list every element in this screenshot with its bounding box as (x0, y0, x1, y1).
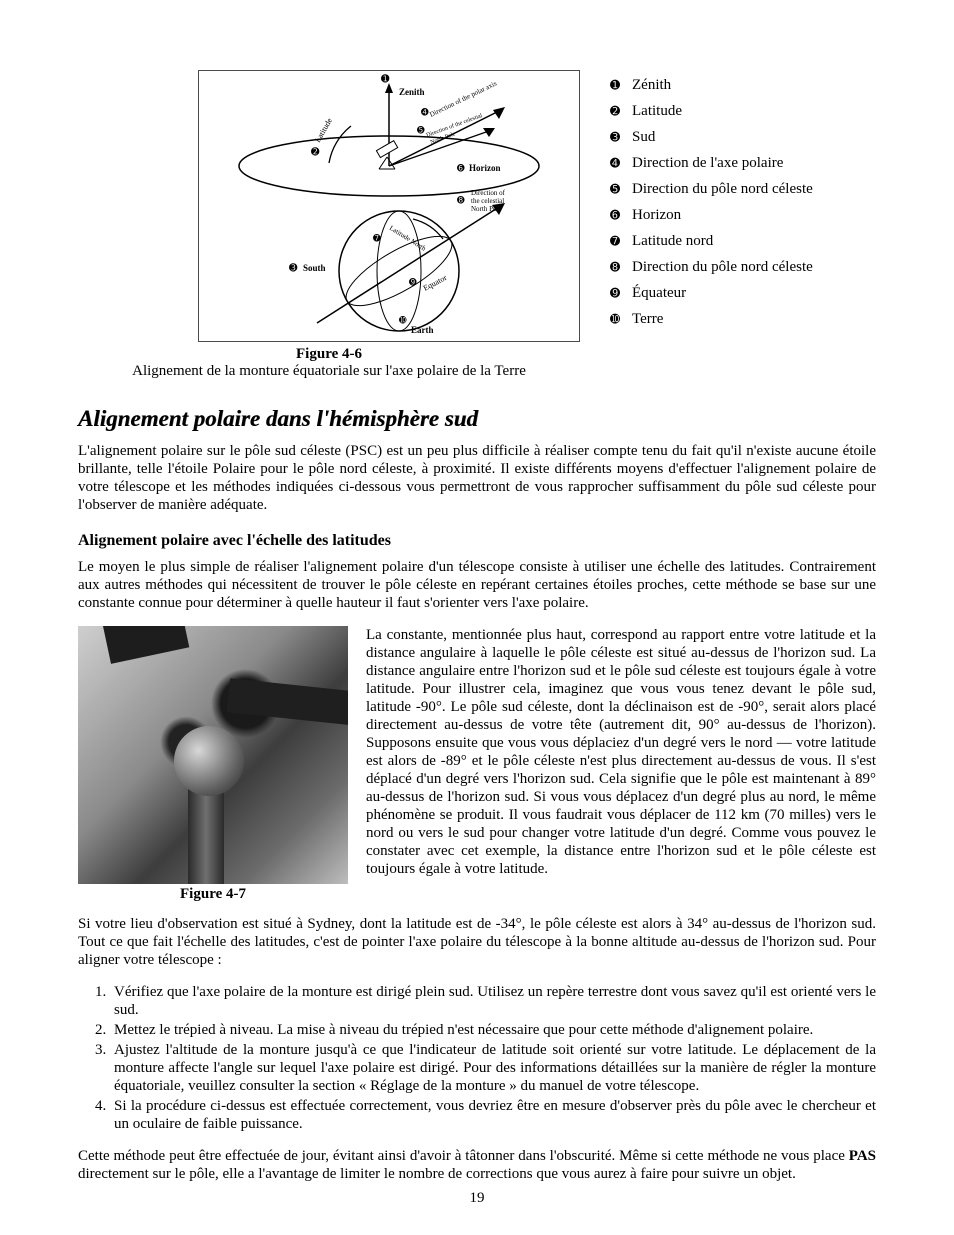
svg-text:➐: ➐ (373, 233, 381, 243)
legend-item: ➋Latitude (610, 98, 813, 124)
legend-item: ➒Équateur (610, 280, 813, 306)
paragraph-method-intro: Le moyen le plus simple de réaliser l'al… (78, 558, 876, 612)
paragraph-intro: L'alignement polaire sur le pôle sud cél… (78, 442, 876, 514)
figure-4-7-wrap: Figure 4-7 (78, 626, 348, 903)
legend-item: ➌Sud (610, 124, 813, 150)
figure-4-6-legend: ➊Zénith➋Latitude➌Sud➍Direction de l'axe … (610, 72, 813, 332)
svg-text:➑: ➑ (457, 195, 465, 205)
legend-text: Équateur (632, 280, 686, 306)
legend-number-icon: ➋ (610, 98, 632, 124)
figure-4-6-wrap: Zenith ➊ Direction of the polar axis ➍ D… (198, 70, 580, 402)
figure-4-6-diagram: Zenith ➊ Direction of the polar axis ➍ D… (198, 70, 580, 342)
figure-4-6-label: Figure 4-6 (78, 346, 580, 363)
paragraph-closing: Cette méthode peut être effectuée de jou… (78, 1147, 876, 1183)
legend-text: Terre (632, 306, 663, 332)
legend-item: ➑Direction du pôle nord céleste (610, 254, 813, 280)
figure-4-6-block: Zenith ➊ Direction of the polar axis ➍ D… (198, 70, 876, 402)
legend-number-icon: ➒ (610, 280, 632, 306)
legend-number-icon: ➍ (610, 150, 632, 176)
step-item: Si la procédure ci-dessus est effectuée … (110, 1097, 876, 1133)
figure-4-7-photo (78, 626, 348, 884)
svg-text:➒: ➒ (409, 277, 417, 287)
legend-item: ➓Terre (610, 306, 813, 332)
svg-text:➊: ➊ (381, 74, 390, 85)
document-page: Zenith ➊ Direction of the polar axis ➍ D… (0, 0, 954, 1235)
alignment-steps-list: Vérifiez que l'axe polaire de la monture… (78, 983, 876, 1133)
legend-number-icon: ➑ (610, 254, 632, 280)
legend-text: Horizon (632, 202, 681, 228)
svg-text:➋: ➋ (311, 147, 320, 158)
svg-text:➓: ➓ (399, 315, 407, 325)
step-item: Ajustez l'altitude de la monture jusqu'à… (110, 1041, 876, 1095)
legend-item: ➍Direction de l'axe polaire (610, 150, 813, 176)
subsection-heading: Alignement polaire avec l'échelle des la… (78, 532, 876, 550)
svg-text:➎: ➎ (417, 125, 425, 135)
legend-item: ➊Zénith (610, 72, 813, 98)
svg-text:Direction of: Direction of (471, 189, 506, 197)
svg-text:Direction of the polar axis: Direction of the polar axis (428, 79, 498, 119)
legend-number-icon: ➓ (610, 306, 632, 332)
closing-bold: PAS (849, 1148, 876, 1164)
figure-4-7-block: Figure 4-7 La constante, mentionnée plus… (78, 626, 876, 903)
legend-text: Sud (632, 124, 655, 150)
svg-text:➏: ➏ (457, 163, 465, 173)
figure-4-7-label: Figure 4-7 (78, 886, 348, 903)
legend-number-icon: ➌ (610, 124, 632, 150)
svg-text:Latitude: Latitude (313, 116, 334, 144)
step-item: Mettez le trépied à niveau. La mise à ni… (110, 1021, 876, 1039)
svg-text:Equator: Equator (422, 273, 449, 293)
legend-text: Direction du pôle nord céleste (632, 254, 813, 280)
page-number: 19 (0, 1190, 954, 1207)
legend-text: Zénith (632, 72, 671, 98)
svg-text:Latitude North: Latitude North (388, 224, 428, 253)
svg-text:Earth: Earth (411, 325, 434, 335)
svg-text:Horizon: Horizon (469, 163, 501, 173)
legend-number-icon: ➎ (610, 176, 632, 202)
legend-item: ➎Direction du pôle nord céleste (610, 176, 813, 202)
svg-text:Zenith: Zenith (399, 87, 425, 97)
svg-text:North Pole: North Pole (471, 205, 502, 213)
svg-text:➍: ➍ (421, 107, 429, 117)
svg-text:➌: ➌ (289, 263, 298, 274)
legend-text: Latitude nord (632, 228, 713, 254)
section-heading: Alignement polaire dans l'hémisphère sud (78, 406, 876, 432)
figure-4-6-caption: Alignement de la monture équatoriale sur… (78, 363, 580, 380)
svg-text:the celestial: the celestial (471, 197, 504, 205)
legend-number-icon: ➏ (610, 202, 632, 228)
legend-number-icon: ➐ (610, 228, 632, 254)
svg-text:South: South (303, 263, 326, 273)
step-item: Vérifiez que l'axe polaire de la monture… (110, 983, 876, 1019)
legend-text: Latitude (632, 98, 682, 124)
closing-post: directement sur le pôle, elle a l'avanta… (78, 1166, 796, 1182)
paragraph-constant: La constante, mentionnée plus haut, corr… (366, 626, 876, 878)
legend-text: Direction du pôle nord céleste (632, 176, 813, 202)
legend-item: ➐Latitude nord (610, 228, 813, 254)
legend-text: Direction de l'axe polaire (632, 150, 783, 176)
paragraph-sydney: Si votre lieu d'observation est situé à … (78, 915, 876, 969)
closing-pre: Cette méthode peut être effectuée de jou… (78, 1148, 849, 1164)
legend-item: ➏Horizon (610, 202, 813, 228)
legend-number-icon: ➊ (610, 72, 632, 98)
